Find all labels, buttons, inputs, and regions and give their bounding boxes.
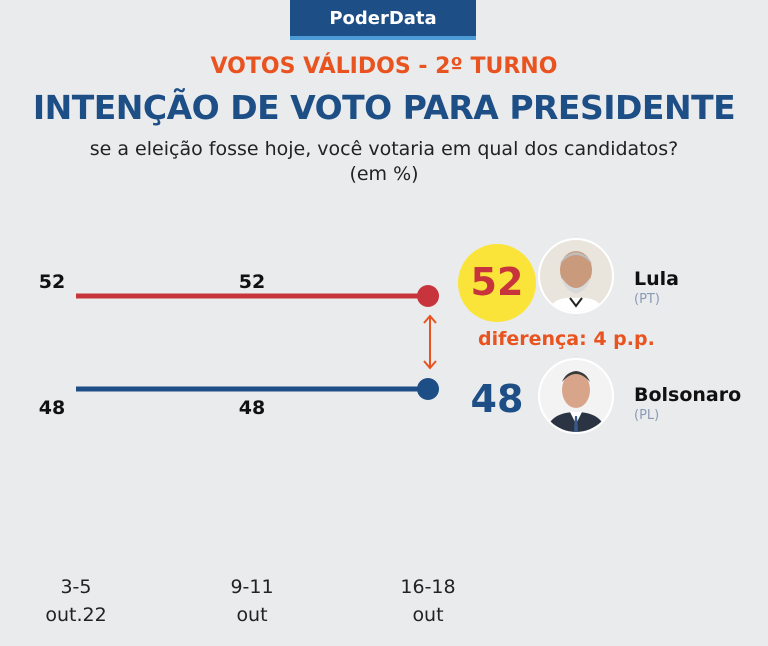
lula-party: (PT) — [634, 292, 660, 307]
x-tick-label-2: 16-18 out — [400, 576, 456, 626]
x-tick-label-0: 3-5 out.22 — [45, 576, 107, 626]
lula-end-point — [417, 285, 439, 307]
lula-portrait-icon — [538, 238, 614, 314]
bolsonaro-portrait-icon — [538, 358, 614, 434]
bolsonaro-data-label-0: 48 — [39, 397, 65, 419]
lula-name: Lula — [634, 268, 679, 290]
chart-subtitle: se a eleição fosse hoje, você votaria em… — [89, 138, 679, 160]
x-tick-label-1: 9-11 out — [230, 576, 274, 626]
bolsonaro-end-point — [417, 378, 439, 400]
lula-data-label-0: 52 — [39, 271, 65, 293]
lula-highlight-disc — [458, 244, 536, 322]
brand-logo: PoderData — [290, 0, 476, 40]
bolsonaro-current-value: 48 — [470, 377, 524, 421]
difference-label: diferença: 4 p.p. — [478, 328, 655, 350]
difference-arrow-icon — [423, 314, 437, 370]
bolsonaro-party: (PL) — [634, 408, 660, 423]
lula-data-label-1: 52 — [239, 271, 265, 293]
chart-kicker: VOTOS VÁLIDOS - 2º TURNO — [210, 54, 558, 79]
chart-title: INTENÇÃO DE VOTO PARA PRESIDENTE — [32, 88, 736, 127]
chart-unit: (em %) — [349, 163, 419, 185]
bolsonaro-name: Bolsonaro — [634, 384, 742, 406]
bolsonaro-data-label-1: 48 — [239, 397, 265, 419]
lula-current-value: 52 — [470, 260, 524, 304]
